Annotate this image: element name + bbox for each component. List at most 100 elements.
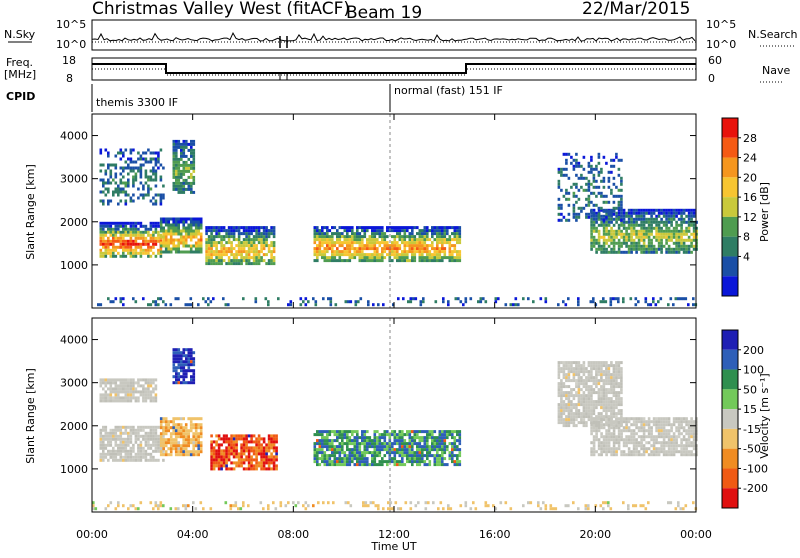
echo-cell	[692, 297, 695, 300]
echo-cell	[107, 396, 110, 399]
echo-cell	[446, 448, 449, 451]
echo-cell	[150, 453, 153, 456]
echo-cell	[459, 226, 462, 229]
echo-cell	[117, 378, 120, 381]
echo-cell	[132, 200, 135, 203]
echo-cell	[441, 259, 444, 262]
echo-cell	[233, 229, 236, 232]
echo-cell	[220, 229, 223, 232]
echo-cell	[648, 239, 651, 242]
echo-cell	[135, 234, 138, 237]
echo-cell	[160, 251, 163, 254]
echo-cell	[658, 248, 661, 251]
echo-cell	[451, 433, 454, 436]
echo-cell	[192, 423, 195, 426]
echo-cell	[105, 393, 108, 396]
echo-cell	[275, 446, 278, 449]
echo-cell	[321, 445, 324, 448]
echo-cell	[643, 236, 646, 239]
echo-cell	[319, 439, 322, 442]
echo-cell	[341, 448, 344, 451]
echo-cell	[655, 420, 658, 423]
echo-cell	[515, 297, 518, 300]
echo-cell	[590, 242, 593, 245]
echo-cell	[250, 461, 253, 464]
echo-cell	[152, 459, 155, 462]
echo-cell	[583, 370, 586, 373]
echo-cell	[441, 454, 444, 457]
echo-cell	[137, 378, 140, 381]
freq-panel: Freq. [MHz] 18 8 60 0 Nave	[4, 54, 790, 85]
echo-cell	[344, 226, 347, 229]
echo-cell	[431, 439, 434, 442]
echo-cell	[560, 219, 563, 222]
echo-cell	[182, 447, 185, 450]
echo-cell	[140, 435, 143, 438]
echo-cell	[688, 218, 691, 221]
echo-cell	[560, 174, 563, 177]
echo-cell	[673, 420, 676, 423]
echo-cell	[436, 454, 439, 457]
echo-cell	[396, 460, 399, 463]
echo-cell	[359, 445, 362, 448]
echo-cell	[608, 429, 611, 432]
echo-cell	[615, 453, 618, 456]
echo-cell	[190, 164, 193, 167]
echo-cell	[125, 432, 128, 435]
echo-cell	[424, 460, 427, 463]
echo-cell	[424, 463, 427, 466]
echo-cell	[167, 242, 170, 245]
echo-cell	[112, 450, 115, 453]
echo-cell	[444, 235, 447, 238]
echo-cell	[341, 250, 344, 253]
echo-cell	[570, 409, 573, 412]
echo-cell	[575, 412, 578, 415]
echo-cell	[160, 179, 163, 182]
echo-cell	[663, 245, 666, 248]
echo-cell	[680, 248, 683, 251]
echo-cell	[688, 435, 691, 438]
echo-cell	[638, 245, 641, 248]
echo-cell	[585, 409, 588, 412]
echo-cell	[366, 226, 369, 229]
echo-cell	[155, 161, 158, 164]
echo-cell	[346, 454, 349, 457]
cpid-segment-2: normal (fast) 151 IF	[394, 84, 503, 97]
echo-cell	[633, 417, 636, 420]
echo-cell	[125, 399, 128, 402]
echo-cell	[147, 249, 150, 252]
echo-cell	[319, 229, 322, 232]
echo-cell	[580, 364, 583, 367]
echo-cell	[359, 250, 362, 253]
echo-cell	[678, 251, 681, 254]
echo-cell	[273, 455, 276, 458]
echo-cell	[593, 447, 596, 450]
echo-cell	[220, 244, 223, 247]
echo-cell	[125, 387, 128, 390]
echo-cell	[419, 442, 422, 445]
echo-cell	[107, 188, 110, 191]
echo-cell	[130, 453, 133, 456]
echo-cell	[575, 159, 578, 162]
echo-cell	[341, 253, 344, 256]
echo-cell	[346, 253, 349, 256]
echo-cell	[456, 457, 459, 460]
echo-cell	[558, 376, 561, 379]
echo-cell	[399, 244, 402, 247]
echo-cell	[459, 235, 462, 238]
echo-cell	[411, 244, 414, 247]
echo-cell	[208, 259, 211, 262]
echo-cell	[122, 384, 125, 387]
echo-cell	[441, 256, 444, 259]
echo-cell	[349, 442, 352, 445]
echo-cell	[354, 451, 357, 454]
echo-cell	[351, 439, 354, 442]
echo-cell	[319, 457, 322, 460]
echo-cell	[110, 170, 113, 173]
echo-cell	[185, 188, 188, 191]
colorbar-swatch	[722, 177, 738, 197]
echo-cell	[130, 252, 133, 255]
echo-cell	[436, 250, 439, 253]
echo-cell	[374, 253, 377, 256]
echo-cell	[426, 232, 429, 235]
